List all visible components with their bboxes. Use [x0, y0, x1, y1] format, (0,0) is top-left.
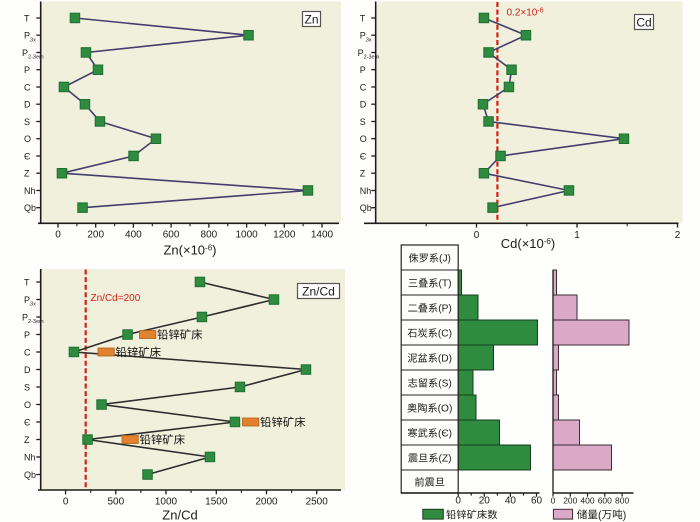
svg-text:Cd: Cd — [636, 16, 651, 30]
svg-text:1000: 1000 — [235, 230, 258, 241]
svg-text:0: 0 — [55, 230, 61, 241]
svg-text:Nh: Nh — [360, 186, 372, 196]
svg-text:600: 600 — [163, 230, 180, 241]
svg-text:C: C — [24, 347, 31, 357]
svg-text:T: T — [24, 13, 30, 23]
svg-text:Z: Z — [24, 169, 30, 179]
svg-text:20: 20 — [479, 496, 491, 507]
svg-text:Nh: Nh — [24, 186, 36, 196]
svg-text:Є: Є — [24, 417, 31, 427]
svg-text:O: O — [24, 400, 31, 410]
svg-text:(Є): (Є) — [438, 429, 452, 440]
svg-text:Є: Є — [360, 151, 367, 161]
svg-text:Qb: Qb — [360, 203, 372, 213]
svg-text:Cd(×10-6): Cd(×10-6) — [501, 236, 555, 251]
svg-text:Zn: Zn — [304, 13, 318, 27]
svg-text:200: 200 — [87, 230, 104, 241]
svg-text:(Z): (Z) — [438, 454, 451, 465]
svg-text:1500: 1500 — [205, 497, 228, 508]
svg-text:Zn(×10-6): Zn(×10-6) — [163, 243, 216, 258]
svg-text:O: O — [24, 134, 31, 144]
svg-text:(P): (P) — [438, 304, 452, 315]
svg-text:1400: 1400 — [311, 230, 334, 241]
svg-text:0: 0 — [455, 496, 461, 507]
svg-text:2000: 2000 — [255, 497, 278, 508]
svg-text:C: C — [360, 82, 367, 92]
svg-text:): ) — [623, 509, 627, 521]
svg-text:400: 400 — [125, 230, 142, 241]
svg-text:(J): (J) — [439, 254, 451, 265]
svg-text:P: P — [360, 65, 366, 75]
svg-text:S: S — [24, 382, 30, 392]
svg-text:Є: Є — [24, 151, 31, 161]
svg-text:400: 400 — [580, 496, 594, 506]
svg-text:600: 600 — [598, 496, 612, 506]
svg-text:P: P — [24, 65, 30, 75]
svg-text:Qb: Qb — [24, 470, 36, 480]
svg-text:Qb: Qb — [24, 203, 36, 213]
svg-text:P: P — [24, 330, 30, 340]
svg-text:Nh: Nh — [24, 452, 36, 462]
svg-text:Z: Z — [24, 435, 30, 445]
svg-text:C: C — [24, 82, 31, 92]
svg-text:O: O — [360, 134, 367, 144]
svg-text:T: T — [360, 13, 366, 23]
svg-text:0: 0 — [551, 496, 556, 506]
svg-text:0.2×10-6: 0.2×10-6 — [507, 8, 544, 19]
svg-text:(S): (S) — [438, 379, 452, 390]
svg-text:500: 500 — [107, 497, 124, 508]
svg-text:0: 0 — [474, 230, 480, 241]
svg-text:800: 800 — [615, 496, 629, 506]
svg-text:Zn/Cd: Zn/Cd — [302, 285, 335, 299]
svg-text:800: 800 — [201, 230, 218, 241]
svg-text:200: 200 — [563, 496, 577, 506]
svg-text:1: 1 — [574, 230, 580, 241]
svg-text:(D): (D) — [438, 354, 452, 365]
svg-text:(: ( — [598, 509, 602, 521]
svg-text:D: D — [360, 100, 367, 110]
svg-text:2: 2 — [675, 230, 681, 241]
svg-text:0: 0 — [63, 497, 69, 508]
svg-text:40: 40 — [505, 496, 517, 507]
svg-text:2500: 2500 — [306, 497, 329, 508]
svg-text:D: D — [24, 365, 31, 375]
svg-text:(C): (C) — [438, 329, 452, 340]
svg-text:T: T — [24, 277, 30, 287]
svg-text:Zn/Cd=200: Zn/Cd=200 — [91, 293, 141, 304]
svg-text:60: 60 — [531, 496, 543, 507]
svg-text:1200: 1200 — [273, 230, 296, 241]
svg-text:1000: 1000 — [155, 497, 178, 508]
svg-text:Zn/Cd: Zn/Cd — [162, 508, 197, 522]
svg-text:D: D — [24, 100, 31, 110]
svg-text:S: S — [360, 117, 366, 127]
svg-text:S: S — [24, 117, 30, 127]
svg-text:Z: Z — [360, 169, 366, 179]
svg-text:(O): (O) — [438, 404, 453, 415]
svg-text:(T): (T) — [438, 279, 451, 290]
